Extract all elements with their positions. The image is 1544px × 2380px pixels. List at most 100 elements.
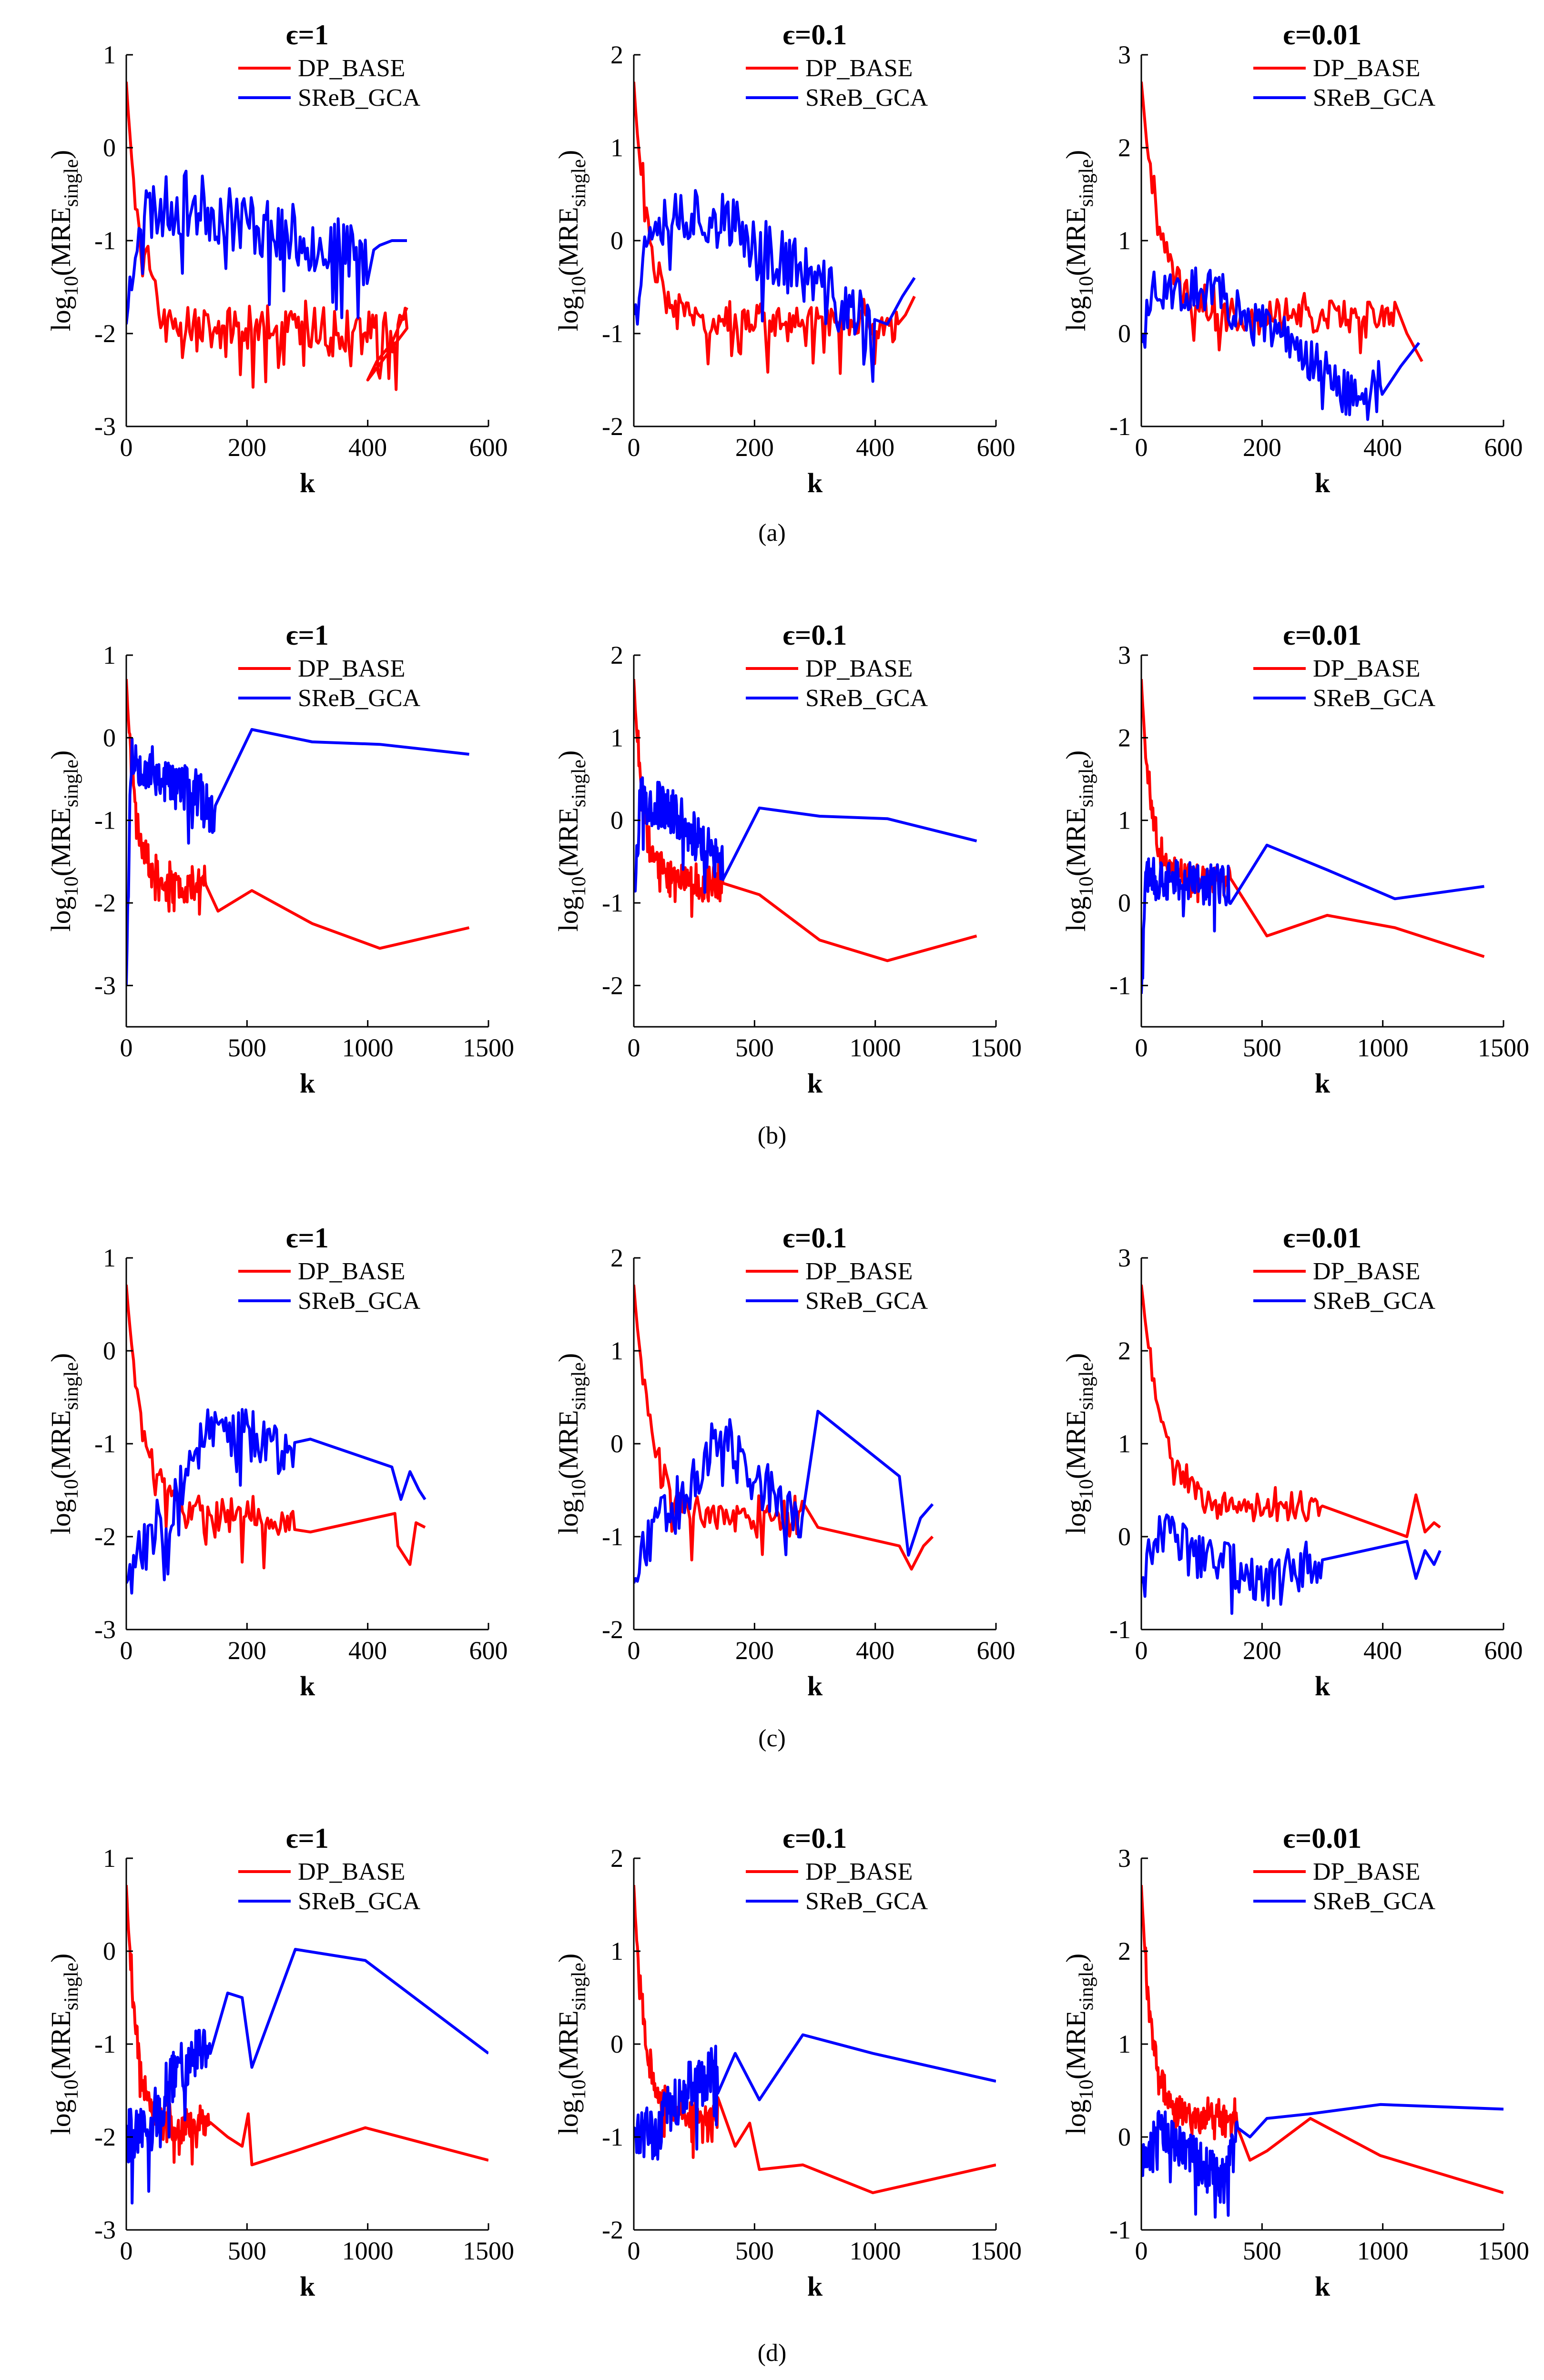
row-caption: (a) <box>758 519 786 547</box>
y-tick-label: 2 <box>610 1844 623 1873</box>
series-line-dp-base <box>1141 81 1423 362</box>
y-axis-label: log10(MREsingle) <box>45 1954 82 2135</box>
subplot-c-1: 0 200 400 600 -3 -2 -1 0 1 ϵ=1 k log10(MREsingle) DP… <box>45 1222 508 1701</box>
series-line-sreb-gca <box>126 728 469 986</box>
legend-label: DP_BASE <box>298 1858 405 1885</box>
y-tick-label: 1 <box>610 723 623 752</box>
series-line-dp-base <box>126 1885 488 2167</box>
x-tick-label: 600 <box>977 433 1016 462</box>
x-tick-label: 1000 <box>342 2237 394 2265</box>
y-tick-label: 1 <box>1118 2030 1131 2058</box>
row-caption: (d) <box>758 2339 787 2367</box>
legend-label: DP_BASE <box>805 1858 913 1885</box>
y-axis-label: log10(MREsingle) <box>553 150 590 332</box>
y-tick-label: -3 <box>94 412 116 441</box>
x-tick-label: 400 <box>348 1636 387 1665</box>
legend-label: DP_BASE <box>805 1258 913 1285</box>
y-tick-label: -1 <box>602 2123 623 2151</box>
legend-label: DP_BASE <box>805 655 913 682</box>
y-tick-label: -1 <box>1109 1615 1131 1644</box>
x-tick-label: 600 <box>469 433 508 462</box>
series-line-sreb-gca <box>1141 266 1421 421</box>
x-tick-label: 0 <box>1135 1033 1148 1062</box>
y-tick-label: 0 <box>103 1337 116 1365</box>
y-tick-label: -1 <box>602 889 623 917</box>
legend-label: DP_BASE <box>1313 1858 1420 1885</box>
x-tick-label: 600 <box>977 1636 1016 1665</box>
y-tick-label: 1 <box>103 41 116 69</box>
y-tick-label: -2 <box>94 1522 116 1551</box>
legend-label: SReB_GCA <box>1313 1287 1436 1315</box>
x-axis-label: k <box>807 1068 823 1099</box>
series-line-dp-base <box>634 679 977 962</box>
y-tick-label: -2 <box>602 971 623 1000</box>
y-tick-label: 2 <box>610 641 623 669</box>
x-tick-label: 600 <box>469 1636 508 1665</box>
y-tick-label: 1 <box>1118 1429 1131 1458</box>
y-tick-label: 1 <box>1118 806 1131 835</box>
subplot-title: ϵ=0.1 <box>783 1823 847 1854</box>
x-tick-label: 1500 <box>970 2237 1022 2265</box>
y-axis-label: log10(MREsingle) <box>1060 750 1097 932</box>
x-tick-label: 0 <box>120 1636 133 1665</box>
series-line-sreb-gca <box>1141 843 1484 994</box>
x-axis-label: k <box>300 1671 315 1701</box>
y-axis-label: log10(MREsingle) <box>45 1353 82 1535</box>
x-axis-label: k <box>300 2271 315 2302</box>
x-tick-label: 400 <box>856 433 894 462</box>
subplot-title: ϵ=0.1 <box>783 19 847 51</box>
y-tick-label: 1 <box>1118 226 1131 255</box>
series-line-sreb-gca <box>126 1408 427 1595</box>
subplot-title: ϵ=0.1 <box>783 1222 847 1254</box>
y-tick-label: 2 <box>1118 133 1131 162</box>
x-tick-label: 1500 <box>463 2237 514 2265</box>
y-tick-label: -1 <box>94 226 116 255</box>
y-tick-label: 0 <box>610 806 623 835</box>
x-tick-label: 0 <box>628 1636 640 1665</box>
y-tick-label: -3 <box>94 2216 116 2244</box>
legend-label: DP_BASE <box>1313 55 1420 82</box>
subplot-b-3: 0 500 1000 1500 -1 0 1 2 3 ϵ=0.01 k log10(MREsingle… <box>1060 619 1529 1099</box>
y-tick-label: 1 <box>610 1337 623 1365</box>
series-line-sreb-gca <box>1141 1513 1442 1615</box>
subplot-a-1: 0 200 400 600 -3 -2 -1 0 1 ϵ=1 k log10(MREsingle) DP… <box>45 19 508 498</box>
subplot-title: ϵ=0.01 <box>1283 1823 1361 1854</box>
legend-label: SReB_GCA <box>298 84 421 111</box>
x-axis-label: k <box>1315 467 1331 498</box>
y-tick-label: 1 <box>103 1844 116 1873</box>
x-tick-label: 1000 <box>850 2237 901 2265</box>
x-tick-label: 600 <box>1484 1636 1523 1665</box>
legend-label: SReB_GCA <box>805 84 928 111</box>
series-line-dp-base <box>1141 1285 1441 1538</box>
series-line-sreb-gca <box>126 170 407 324</box>
x-tick-label: 0 <box>1135 2237 1148 2265</box>
subplot-title: ϵ=0.1 <box>783 619 847 651</box>
x-tick-label: 1000 <box>850 1033 901 1062</box>
subplot-c-2: 0 200 400 600 -2 -1 0 1 2 ϵ=0.1 k log10(MREsingle) D… <box>553 1222 1016 1701</box>
y-tick-label: 1 <box>610 133 623 162</box>
y-tick-label: 2 <box>1118 1937 1131 1965</box>
x-axis-label: k <box>807 2271 823 2302</box>
legend-label: DP_BASE <box>298 55 405 82</box>
y-tick-label: 2 <box>610 1244 623 1272</box>
subplot-d-2: 0 500 1000 1500 -2 -1 0 1 2 ϵ=0.1 k log10(MREsingle… <box>553 1823 1022 2302</box>
x-axis-label: k <box>807 467 823 498</box>
x-tick-label: 400 <box>856 1636 894 1665</box>
y-axis-label: log10(MREsingle) <box>553 1353 590 1535</box>
x-tick-label: 1500 <box>463 1033 514 1062</box>
x-tick-label: 500 <box>228 2237 266 2265</box>
y-tick-label: 0 <box>610 2030 623 2058</box>
subplot-title: ϵ=0.01 <box>1283 1222 1361 1254</box>
subplot-a-2: 0 200 400 600 -2 -1 0 1 2 ϵ=0.1 k log10(MREsingle) D… <box>553 19 1016 498</box>
legend: DP_BASE SReB_GCA <box>746 655 928 712</box>
legend-label: SReB_GCA <box>805 685 928 712</box>
